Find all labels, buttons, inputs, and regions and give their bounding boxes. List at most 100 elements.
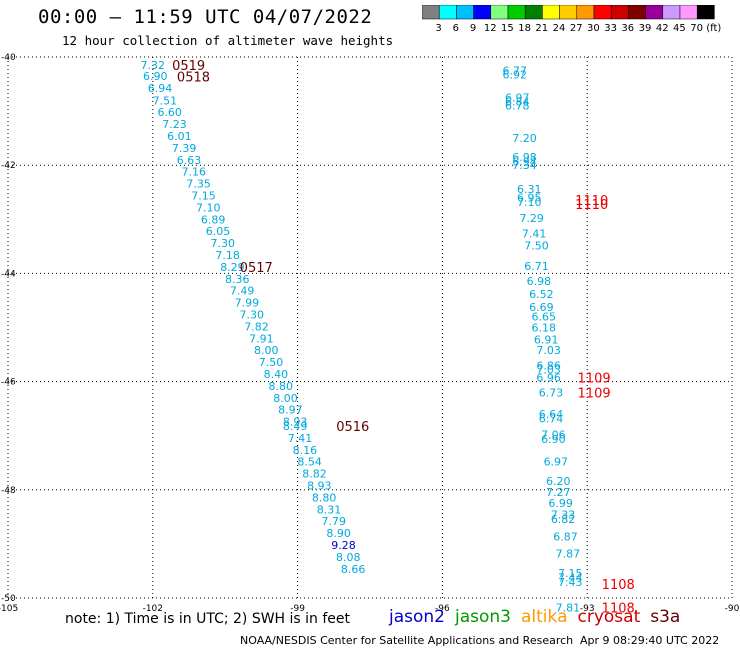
colorbar-label: 36 <box>621 23 634 34</box>
data-point-label: 6.77 <box>503 65 528 78</box>
x-tick-label: -105 <box>0 604 18 614</box>
data-point-label: 7.41 <box>288 432 313 445</box>
data-point-label: 6.94 <box>148 82 173 95</box>
data-point-label: 9.28 <box>331 539 356 552</box>
data-point-label: 6.94 <box>512 155 537 168</box>
data-point-label: 6.63 <box>177 154 202 167</box>
data-point-label: 8.36 <box>225 273 250 286</box>
time-annotation: 1110 <box>575 198 608 213</box>
data-point-label: 6.99 <box>548 497 573 510</box>
data-point-label: 8.00 <box>273 392 298 405</box>
data-point-label: 8.80 <box>268 380 293 393</box>
data-point-label: 6.20 <box>546 475 571 488</box>
data-point-label: 6.65 <box>532 311 557 324</box>
time-annotation: 1110 <box>575 194 608 209</box>
data-point-label: 7.23 <box>162 118 187 131</box>
data-point-label: 6.92 <box>503 68 528 81</box>
legend-entry-altika: altika <box>521 607 568 627</box>
data-point-label: 6.05 <box>206 225 231 238</box>
y-tick-label: -42 <box>1 161 16 171</box>
data-point-label: 7.39 <box>172 142 197 155</box>
time-annotation: 1108 <box>602 578 635 593</box>
data-point-label: 6.91 <box>534 333 559 346</box>
data-point-label: 6.98 <box>527 275 552 288</box>
footnote: note: 1) Time is in UTC; 2) SWH is in fe… <box>65 611 351 627</box>
y-tick-label: -44 <box>1 269 16 279</box>
data-point-label: 7.03 <box>536 344 561 357</box>
data-point-label: 6.90 <box>541 433 566 446</box>
legend-entry-cryosat: cryosat <box>577 607 641 627</box>
colorbar-label: 6 <box>453 23 459 34</box>
data-point-label: 6.87 <box>553 530 578 543</box>
data-point-label: 7.87 <box>556 548 581 561</box>
y-tick-label: -48 <box>1 486 16 496</box>
generated-timestamp: Apr 9 08:29:40 UTC 2022 <box>580 634 720 647</box>
colorbar-label: 42 <box>656 23 669 34</box>
data-point-label: 8.16 <box>293 444 318 457</box>
y-tick-label: -46 <box>1 378 16 388</box>
data-point-label: 6.95 <box>517 192 542 205</box>
data-point-label: 8.66 <box>341 563 366 576</box>
data-point-label: 6.90 <box>143 70 168 83</box>
x-tick-label: -99 <box>290 604 305 614</box>
data-point-label: 8.90 <box>326 527 351 540</box>
data-point-label: 7.30 <box>239 309 264 322</box>
data-point-label: 6.52 <box>529 288 554 301</box>
data-point-label: 6.60 <box>157 106 182 119</box>
data-point-label: 7.99 <box>235 297 260 310</box>
data-point-label: 7.41 <box>522 227 547 240</box>
data-point-label: 8.31 <box>317 503 342 516</box>
data-point-label: 7.79 <box>322 515 347 528</box>
time-annotation: 0518 <box>177 70 210 85</box>
legend-entry-s3a: s3a <box>650 607 681 627</box>
colorbar-label: 70 <box>690 23 703 34</box>
y-tick-label: -40 <box>1 53 16 63</box>
data-point-label: 7.15 <box>558 567 583 580</box>
data-point-label: 7.32 <box>141 59 166 72</box>
x-tick-label: -90 <box>725 604 740 614</box>
x-tick-label: -93 <box>580 604 595 614</box>
data-point-label: 8.93 <box>283 416 308 429</box>
data-point-label: 6.74 <box>539 412 564 425</box>
x-tick-label: -96 <box>435 604 450 614</box>
data-point-label: 7.81 <box>556 602 581 615</box>
data-point-label: 6.69 <box>529 301 554 314</box>
data-point-label: 7.33 <box>551 509 576 522</box>
data-point-label: 8.93 <box>307 479 332 492</box>
data-point-label: 6.01 <box>167 130 192 143</box>
colorbar-swatch <box>696 5 715 20</box>
data-point-label: 7.34 <box>512 159 537 172</box>
data-point-label: 6.64 <box>539 408 564 421</box>
data-point-label: 7.82 <box>244 320 269 333</box>
data-point-label: 6.73 <box>539 386 564 399</box>
legend-entry-jason2: jason2 <box>389 607 445 627</box>
data-point-label: 7.16 <box>182 166 207 179</box>
data-point-label: 7.15 <box>191 189 216 202</box>
colorbar-label: 30 <box>587 23 600 34</box>
colorbar-label: 21 <box>535 23 548 34</box>
data-point-label: 6.82 <box>551 513 576 526</box>
colorbar-label: 15 <box>501 23 514 34</box>
time-annotation: 0516 <box>336 420 369 435</box>
time-annotation: 1109 <box>578 386 611 401</box>
data-point-label: 8.40 <box>264 368 289 381</box>
colorbar-label: 33 <box>604 23 617 34</box>
data-point-label: 8.00 <box>254 344 279 357</box>
colorbar-label: 27 <box>570 23 583 34</box>
time-annotation: 1108 <box>602 602 635 617</box>
colorbar-label: 9 <box>470 23 476 34</box>
data-point-label: 6.71 <box>524 260 549 273</box>
colorbar-label: 39 <box>639 23 652 34</box>
data-point-label: 6.86 <box>536 359 561 372</box>
data-point-label: 7.91 <box>249 332 274 345</box>
colorbar-label: (ft) <box>706 23 721 34</box>
chart-title: 00:00 – 11:59 UTC 04/07/2022 <box>38 6 373 28</box>
satellite-legend: jason2 jason3 altika cryosat s3a <box>389 607 690 627</box>
data-point-label: 7.43 <box>558 576 583 589</box>
colorbar-label: 3 <box>435 23 441 34</box>
data-point-label: 8.80 <box>312 491 337 504</box>
data-point-label: 6.78 <box>505 100 530 113</box>
data-point-label: 6.97 <box>544 456 569 469</box>
data-point-label: 7.06 <box>541 429 566 442</box>
